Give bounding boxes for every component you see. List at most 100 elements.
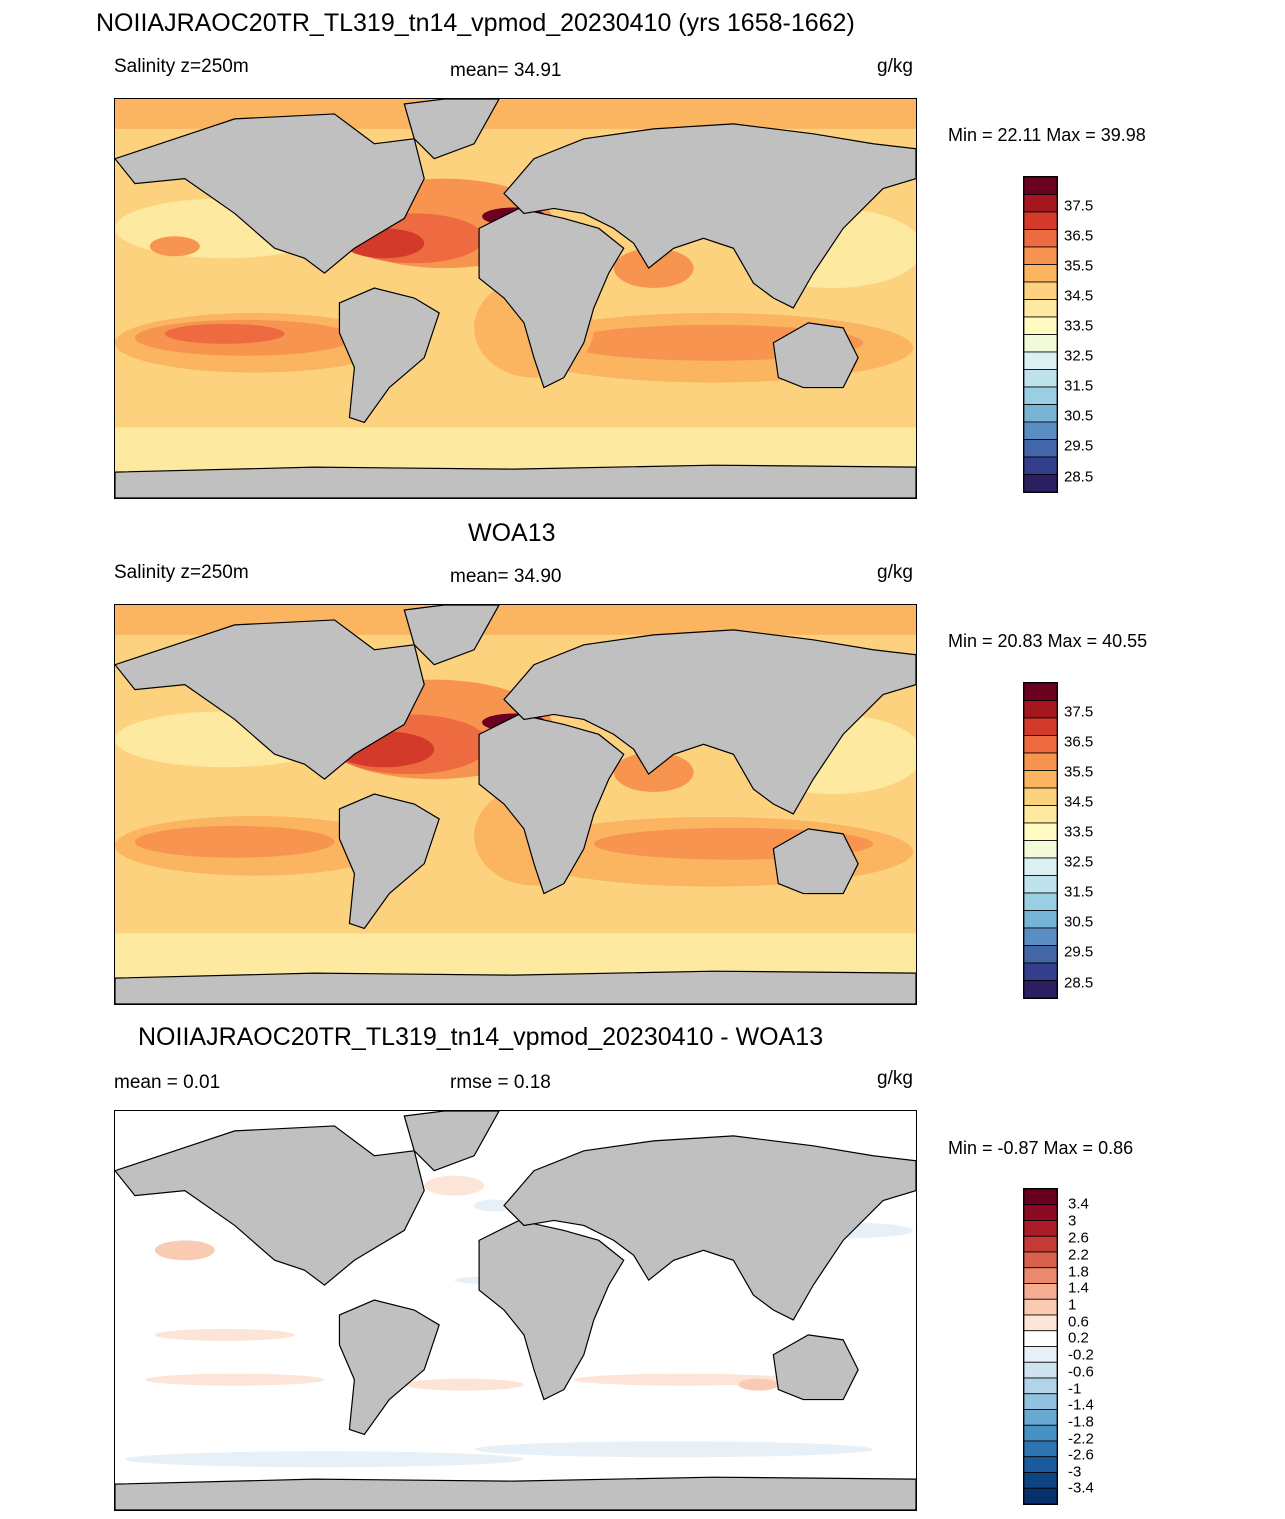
colorbar-swatch (1024, 945, 1057, 964)
colorbar-swatch (1024, 980, 1057, 998)
colorbar-swatch (1024, 334, 1057, 353)
cbar2-tick-label: 36.5 (1064, 733, 1094, 751)
panel1-map (114, 98, 917, 499)
cbar1-tick-label: 37.5 (1064, 197, 1094, 215)
panel3-minmax: Min = -0.87 Max = 0.86 (948, 1138, 1134, 1158)
colorbar-swatch (1024, 927, 1057, 946)
cbar2-tick-label: 33.5 (1064, 823, 1094, 841)
cbar3-tick-label: 3.4 (1068, 1195, 1089, 1213)
colorbar-swatch (1024, 1409, 1057, 1426)
cbar3-tick-label: 1.8 (1068, 1263, 1089, 1281)
colorbar-swatch (1024, 1235, 1057, 1253)
panel1-variable-label: Salinity z=250m (114, 56, 249, 77)
cbar3-tick-label: 0.2 (1068, 1329, 1089, 1347)
colorbar-swatch (1024, 246, 1057, 265)
colorbar-swatch (1024, 1487, 1057, 1504)
cbar1-tick-label: 33.5 (1064, 317, 1094, 335)
colorbar-swatch (1024, 1456, 1057, 1473)
colorbar-swatch (1024, 857, 1057, 876)
colorbar-swatch (1024, 404, 1057, 423)
cbar3-tick-label: 3 (1068, 1212, 1077, 1230)
colorbar-swatch (1024, 892, 1057, 911)
colorbar-swatch (1024, 1472, 1057, 1489)
colorbar-swatch (1024, 1424, 1057, 1442)
colorbar-swatch (1024, 1283, 1057, 1300)
colorbar-swatch (1024, 1204, 1057, 1221)
colorbar-swatch (1024, 386, 1057, 405)
cbar2-tick-label: 28.5 (1064, 974, 1094, 992)
panel2-title: WOA13 (468, 519, 556, 547)
cbar1-tick-label: 30.5 (1064, 407, 1094, 425)
colorbar-swatch (1024, 735, 1057, 754)
cbar2-tick-label: 29.5 (1064, 943, 1094, 961)
panel1-minmax: Min = 22.11 Max = 39.98 (948, 125, 1146, 145)
cbar2-tick-label: 30.5 (1064, 913, 1094, 931)
cbar3-tick-label: -1.4 (1068, 1396, 1094, 1414)
cbar3-tick-label: -0.2 (1068, 1346, 1094, 1364)
cbar3-tick-label: -0.6 (1068, 1363, 1094, 1381)
cbar3-tick-label: 0.6 (1068, 1313, 1089, 1331)
panel3-rmse-label: rmse = 0.18 (450, 1072, 551, 1093)
cbar2-tick-label: 31.5 (1064, 883, 1094, 901)
colorbar-swatch (1024, 1298, 1057, 1316)
cbar3-tick-label: -2.6 (1068, 1446, 1094, 1464)
cbar3-tick-label: -3.4 (1068, 1479, 1094, 1497)
cbar1-tick-label: 28.5 (1064, 468, 1094, 486)
panel2-variable-label: Salinity z=250m (114, 562, 249, 583)
panel3-colorbar (1023, 1188, 1058, 1505)
panel1-title: NOIIAJRAOC20TR_TL319_tn14_vpmod_20230410… (96, 9, 855, 37)
cbar3-tick-label: 2.6 (1068, 1229, 1089, 1247)
colorbar-swatch (1024, 840, 1057, 859)
cbar3-tick-label: 1 (1068, 1296, 1077, 1314)
cbar3-tick-label: -1.8 (1068, 1413, 1094, 1431)
colorbar-swatch (1024, 439, 1057, 458)
colorbar-swatch (1024, 1393, 1057, 1410)
colorbar-swatch (1024, 805, 1057, 824)
colorbar-swatch (1024, 177, 1057, 195)
colorbar-swatch (1024, 822, 1057, 841)
colorbar-swatch (1024, 1189, 1057, 1206)
cbar2-tick-label: 32.5 (1064, 853, 1094, 871)
colorbar-swatch (1024, 456, 1057, 475)
colorbar-swatch (1024, 1267, 1057, 1284)
colorbar-swatch (1024, 752, 1057, 771)
panel1-mean-label: mean= 34.91 (450, 60, 562, 81)
colorbar-swatch (1024, 717, 1057, 736)
cbar1-tick-label: 36.5 (1064, 227, 1094, 245)
cbar1-tick-label: 35.5 (1064, 257, 1094, 275)
colorbar-swatch (1024, 281, 1057, 300)
colorbar-swatch (1024, 1346, 1057, 1363)
colorbar-swatch (1024, 683, 1057, 701)
colorbar-swatch (1024, 1220, 1057, 1237)
panel3-mean-label: mean = 0.01 (114, 1072, 221, 1093)
cbar2-tick-label: 34.5 (1064, 793, 1094, 811)
colorbar-swatch (1024, 351, 1057, 370)
panel3-units: g/kg (877, 1068, 913, 1089)
colorbar-swatch (1024, 1330, 1057, 1347)
panel1-colorbar-labels: 37.5 36.5 35.5 34.5 33.5 32.5 31.5 30.5 … (1064, 176, 1124, 493)
colorbar-swatch (1024, 421, 1057, 440)
colorbar-swatch (1024, 1361, 1057, 1379)
colorbar-swatch (1024, 700, 1057, 719)
cbar1-tick-label: 34.5 (1064, 287, 1094, 305)
colorbar-swatch (1024, 474, 1057, 492)
panel2-colorbar (1023, 682, 1058, 999)
panel3-map (114, 1110, 917, 1511)
cbar3-tick-label: 2.2 (1068, 1246, 1089, 1264)
cbar1-tick-label: 32.5 (1064, 347, 1094, 365)
colorbar-swatch (1024, 229, 1057, 248)
cbar2-tick-label: 35.5 (1064, 763, 1094, 781)
colorbar-swatch (1024, 1377, 1057, 1395)
colorbar-swatch (1024, 264, 1057, 283)
colorbar-swatch (1024, 1314, 1057, 1332)
panel2-minmax: Min = 20.83 Max = 40.55 (948, 631, 1148, 651)
colorbar-swatch (1024, 962, 1057, 981)
colorbar-swatch (1024, 1440, 1057, 1458)
panel3-title: NOIIAJRAOC20TR_TL319_tn14_vpmod_20230410… (138, 1023, 824, 1051)
cbar3-tick-label: -3 (1068, 1463, 1082, 1481)
colorbar-swatch (1024, 194, 1057, 213)
cbar3-tick-label: -1 (1068, 1380, 1082, 1398)
panel2-colorbar-labels: 37.5 36.5 35.5 34.5 33.5 32.5 31.5 30.5 … (1064, 682, 1124, 999)
panel3-colorbar-labels: 3.4 3 2.6 2.2 1.8 1.4 1 0.6 0.2 -0.2 -0.… (1068, 1188, 1128, 1505)
colorbar-swatch (1024, 787, 1057, 806)
